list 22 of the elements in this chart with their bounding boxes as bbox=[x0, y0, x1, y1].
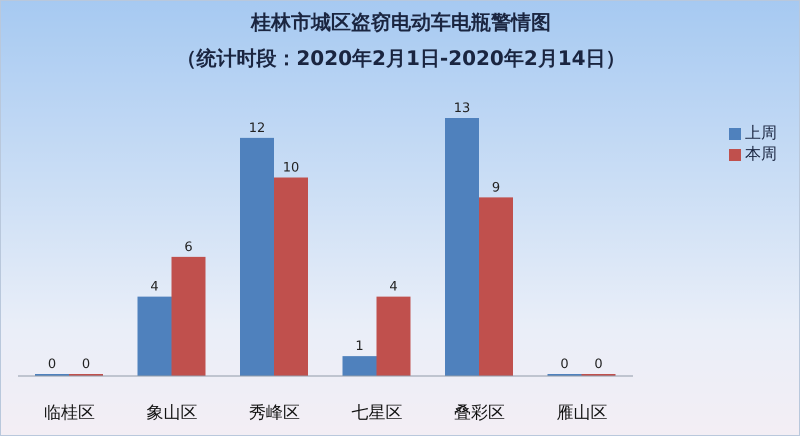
x-tick-label: 雁山区 bbox=[556, 403, 608, 424]
chart-subtitle: （统计时段：2020年2月1日-2020年2月14日） bbox=[175, 45, 627, 72]
chart-title: 桂林市城区盗窃电动车电瓶警情图 bbox=[250, 9, 552, 36]
data-label: 6 bbox=[184, 240, 193, 255]
data-label: 4 bbox=[389, 280, 398, 295]
legend-label: 本周 bbox=[745, 144, 777, 163]
data-label: 12 bbox=[248, 120, 266, 136]
data-label: 0 bbox=[594, 357, 603, 372]
x-tick-label: 秀峰区 bbox=[248, 403, 300, 424]
x-tick-label: 临桂区 bbox=[44, 403, 95, 424]
data-label: 13 bbox=[454, 101, 470, 116]
x-tick-label: 七星区 bbox=[351, 403, 402, 424]
data-label: 0 bbox=[82, 357, 90, 372]
data-label: 4 bbox=[150, 280, 159, 295]
x-tick-label: 象山区 bbox=[146, 403, 198, 424]
legend-label: 上周 bbox=[745, 123, 777, 142]
data-label: 10 bbox=[282, 160, 300, 176]
x-tick-label: 叠彩区 bbox=[454, 403, 505, 424]
data-label: 9 bbox=[492, 180, 500, 196]
data-label: 0 bbox=[48, 357, 56, 372]
data-label: 0 bbox=[560, 357, 569, 372]
data-label: 1 bbox=[355, 339, 364, 354]
